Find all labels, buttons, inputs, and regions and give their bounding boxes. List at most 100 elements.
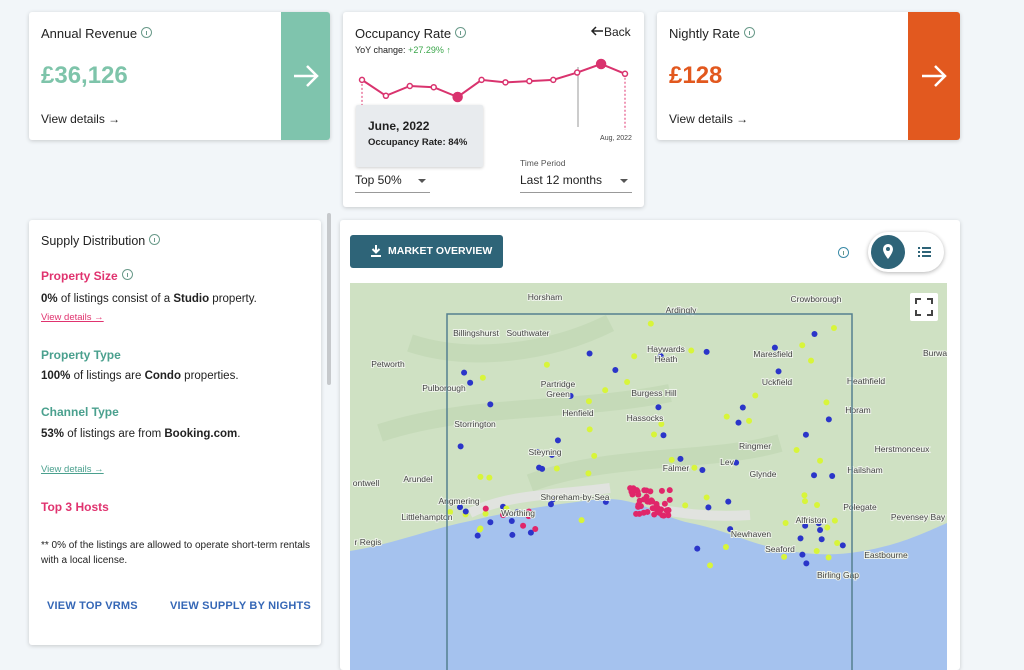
listing-dot <box>817 526 824 533</box>
listing-dot <box>682 502 689 509</box>
listing-dot <box>547 501 554 508</box>
text: of listings are <box>70 370 145 382</box>
listing-dot <box>591 452 598 459</box>
listing-dot <box>534 449 541 456</box>
info-icon[interactable] <box>838 247 849 258</box>
listing-dot <box>815 520 822 527</box>
place-label: Crowborough <box>790 294 841 304</box>
listing-dot <box>727 526 734 533</box>
listing-dot <box>811 472 818 479</box>
nightly-value: £128 <box>669 62 723 89</box>
arrow-panel[interactable] <box>908 12 960 140</box>
info-icon[interactable] <box>149 234 161 245</box>
info-icon[interactable] <box>121 269 133 280</box>
market-overview-button[interactable]: MARKET OVERVIEW <box>350 235 503 268</box>
sparkline: Aug, 2022 <box>358 58 632 142</box>
listing-dot <box>651 431 658 438</box>
listing-dot <box>462 508 469 515</box>
section-heading: Property Type <box>41 348 121 362</box>
sparkline-point <box>406 82 414 90</box>
back-text: Back <box>604 25 631 39</box>
map[interactable]: Horsham Crowborough Ardingly Billingshurst S… <box>350 283 947 670</box>
back-arrow <box>590 26 603 36</box>
place-label: r Regis <box>355 537 382 547</box>
listing-dot <box>585 470 592 477</box>
listing-dot <box>799 551 806 558</box>
card-title: Annual Revenue <box>41 26 153 41</box>
listing-dot <box>548 451 555 458</box>
arrow-panel[interactable] <box>281 12 330 140</box>
listing-dot <box>500 511 507 518</box>
section-text: 0% of listings consist of a Studio prope… <box>41 293 257 305</box>
listing-dot <box>635 491 642 498</box>
fullscreen-button[interactable] <box>910 293 938 321</box>
listing-dot <box>532 525 539 532</box>
place-label: Partridge <box>541 379 576 389</box>
listing-dot <box>823 399 830 406</box>
info-icon[interactable] <box>743 27 755 38</box>
listing-dot <box>486 474 493 481</box>
sparkline-point <box>573 69 581 76</box>
info-icon[interactable] <box>141 27 153 38</box>
section-heading: Top 3 Hosts <box>41 500 109 514</box>
list-view-button[interactable] <box>913 242 935 262</box>
tooltip: June, 2022 Occupancy Rate: 84% <box>356 105 483 167</box>
listing-dot <box>797 535 804 542</box>
panel-title: Supply Distribution <box>41 234 161 248</box>
listing-dot <box>657 353 664 360</box>
listing-dot <box>629 491 636 498</box>
listing-dot <box>705 504 712 511</box>
text: . <box>237 428 241 440</box>
filter-dropdown[interactable]: Top 50% <box>355 173 430 193</box>
text: of listings are from <box>64 428 165 440</box>
listing-dot <box>834 540 841 547</box>
listing-dot <box>722 544 729 551</box>
place-label: Billingshurst <box>453 328 499 338</box>
download-icon <box>371 245 381 257</box>
tooltip-date: June, 2022 <box>368 119 430 133</box>
listing-dot <box>602 498 609 505</box>
listing-dot <box>802 431 809 438</box>
listing-dot <box>801 498 808 505</box>
listing-dot <box>658 487 665 494</box>
listing-dot <box>829 472 836 479</box>
view-details-link[interactable]: View details → <box>669 112 749 126</box>
listing-dot <box>525 508 532 515</box>
listing-dot <box>674 465 681 472</box>
view-details-link[interactable]: View details → <box>41 464 104 475</box>
listing-dot <box>808 357 815 364</box>
back-button[interactable]: Back <box>590 25 631 39</box>
listing-dot <box>578 517 585 524</box>
place-label: Uckfield <box>762 377 793 387</box>
place-label: Worthing <box>501 508 535 518</box>
listing-dot <box>554 437 561 444</box>
listing-dot <box>775 368 782 375</box>
listing-dot <box>707 562 714 569</box>
listing-dot <box>508 518 515 525</box>
time-period-dropdown[interactable]: Last 12 months <box>520 173 632 193</box>
listing-dot <box>447 508 454 515</box>
view-details-link[interactable]: View details → <box>41 112 121 126</box>
supply-nights-button[interactable]: VIEW SUPPLY BY NIGHTS <box>170 600 311 612</box>
top-vrms-button[interactable]: VIEW TOP VRMS <box>47 600 138 612</box>
listing-dot <box>825 554 832 561</box>
emphasis: 100% <box>41 370 71 382</box>
map-view-button[interactable] <box>871 235 905 269</box>
listing-dot <box>660 432 667 439</box>
listing-dot <box>655 404 662 411</box>
place-label: Seaford <box>765 544 795 554</box>
sparkline-point <box>621 70 629 78</box>
sparkline-line <box>361 62 626 99</box>
view-details-link[interactable]: View details → <box>41 312 104 323</box>
listing-dot <box>536 464 543 471</box>
listing-dot <box>703 494 710 501</box>
terrain <box>377 314 783 492</box>
market-panel: MARKET OVERVIEW Horsham Crowborough Arding… <box>340 220 960 670</box>
place-label: Alfriston <box>796 515 827 525</box>
place-label: Hassocks <box>627 413 664 423</box>
info-icon[interactable] <box>455 27 467 38</box>
scrollbar[interactable] <box>327 213 331 385</box>
place-label: Horam <box>845 405 871 415</box>
card-title: Occupancy Rate <box>355 26 467 41</box>
listing-dot <box>525 513 532 520</box>
